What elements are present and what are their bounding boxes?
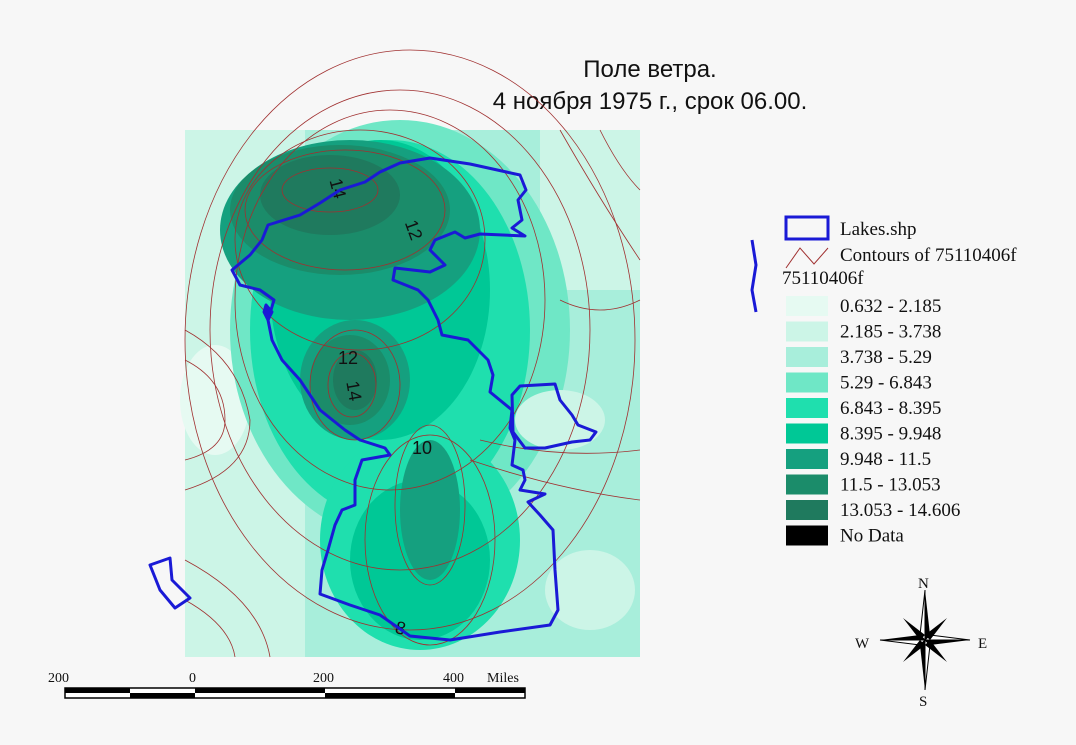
legend-class-swatch: [786, 398, 828, 418]
legend-class-swatch: [786, 500, 828, 520]
scale-tick-label: 200: [48, 671, 69, 686]
legend-class-label: 11.5 - 13.053: [840, 475, 941, 496]
lake-outline-west: [148, 556, 192, 610]
lake-outlines: [148, 156, 758, 642]
compass-west: W: [855, 636, 870, 652]
legend: Lakes.shp Contours of 75110406f 75110406…: [782, 215, 1017, 547]
legend-class-label: 5.29 - 6.843: [840, 373, 932, 394]
scale-tick-label: 400: [443, 671, 464, 686]
legend-class-label: 2.185 - 3.738: [840, 322, 941, 343]
lake-outline-northeast: [750, 239, 758, 313]
legend-contours-swatch: [785, 247, 829, 269]
scale-unit-label: Miles: [487, 671, 519, 686]
legend-class-label: 9.948 - 11.5: [840, 449, 931, 470]
legend-class-swatch: [786, 321, 828, 342]
compass-north: N: [918, 576, 929, 592]
legend-class-swatch: [786, 372, 828, 393]
legend-class-swatch: [786, 474, 828, 495]
legend-class-swatch: [786, 296, 828, 316]
legend-class-label: 13.053 - 14.606: [840, 500, 960, 521]
legend-class-label: No Data: [840, 526, 904, 547]
legend-class-label: 6.843 - 8.395: [840, 398, 941, 419]
legend-class-label: 0.632 - 2.185: [840, 296, 941, 317]
compass-south: S: [919, 694, 927, 710]
legend-class-label: 3.738 - 5.29: [840, 347, 932, 368]
wind-field-raster: [180, 120, 640, 657]
scale-tick-label: 200: [313, 671, 334, 686]
compass-east: E: [978, 636, 987, 652]
scale-tick-label: 0: [189, 671, 196, 686]
legend-class-label: 8.395 - 9.948: [840, 424, 941, 445]
map-title: Поле ветра.: [583, 56, 717, 83]
legend-class-swatch: [786, 423, 828, 444]
legend-lakes-label: Lakes.shp: [840, 219, 917, 240]
contour-label: 14: [342, 379, 365, 402]
scale-bar: 200 0 200 400 Miles: [48, 671, 526, 699]
compass-rose-icon: N S E W: [855, 576, 987, 710]
contour-lines: [184, 49, 641, 658]
legend-lakes-swatch: [784, 215, 830, 241]
lake-outline-main: [230, 156, 560, 642]
lake-outline-small: [262, 303, 274, 322]
contour-label: 12: [338, 348, 358, 368]
legend-class-swatch: [786, 449, 828, 469]
legend-class-swatch: [786, 347, 828, 367]
contour-label: 10: [412, 438, 432, 458]
map-subtitle: 4 ноября 1975 г., срок 06.00.: [492, 88, 808, 115]
legend-grid-label: 75110406f: [782, 268, 864, 289]
legend-class-swatch: [786, 525, 828, 546]
legend-contours-label: Contours of 75110406f: [840, 245, 1017, 266]
lake-outline-east: [510, 382, 598, 450]
